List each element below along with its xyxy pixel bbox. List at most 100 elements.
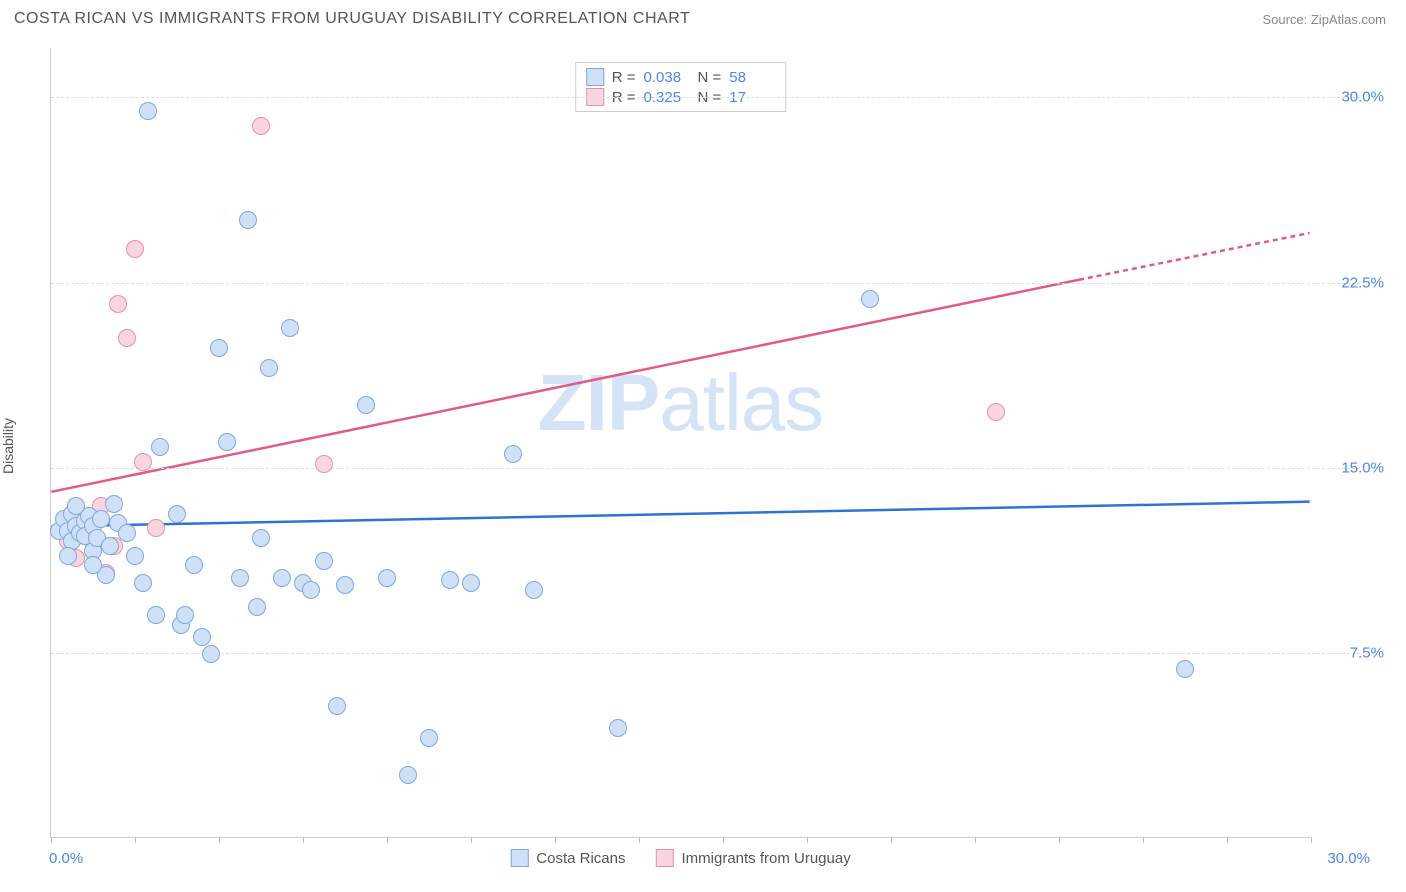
legend-swatch — [586, 88, 604, 106]
r-value: 0.325 — [644, 89, 690, 106]
scatter-point — [97, 566, 115, 584]
scatter-point — [609, 719, 627, 737]
scatter-point — [55, 519, 73, 537]
scatter-point — [172, 616, 190, 634]
x-tick — [303, 837, 304, 843]
scatter-point — [239, 211, 257, 229]
gridline — [51, 283, 1360, 284]
gridline — [51, 653, 1360, 654]
scatter-point — [168, 505, 186, 523]
scatter-point — [92, 497, 110, 515]
scatter-point — [84, 517, 102, 535]
y-axis-label: Disability — [0, 418, 16, 474]
legend-label: Costa Ricans — [536, 850, 625, 867]
scatter-point — [302, 581, 320, 599]
scatter-point — [357, 396, 375, 414]
scatter-point — [525, 581, 543, 599]
x-tick — [723, 837, 724, 843]
scatter-point — [80, 507, 98, 525]
legend-item: Costa Ricans — [510, 849, 625, 867]
scatter-point — [101, 537, 119, 555]
stats-row: R =0.325N =17 — [586, 87, 776, 107]
scatter-point — [378, 569, 396, 587]
x-tick-label-min: 0.0% — [49, 850, 83, 867]
n-label: N = — [698, 69, 722, 86]
scatter-point — [63, 505, 81, 523]
plot-area: ZIPatlas R =0.038N =58R =0.325N =17 0.0%… — [50, 48, 1310, 838]
watermark: ZIPatlas — [538, 357, 823, 449]
y-tick-label: 7.5% — [1324, 644, 1384, 661]
scatter-point — [76, 524, 94, 542]
legend-swatch — [586, 68, 604, 86]
watermark-bold: ZIP — [538, 358, 659, 447]
scatter-point — [336, 576, 354, 594]
scatter-point — [139, 102, 157, 120]
scatter-point — [84, 542, 102, 560]
x-tick — [975, 837, 976, 843]
x-tick — [135, 837, 136, 843]
r-value: 0.038 — [644, 69, 690, 86]
y-tick-label: 30.0% — [1324, 89, 1384, 106]
scatter-point — [67, 517, 85, 535]
stats-row: R = 0.038 N = 58 — [586, 67, 776, 87]
trend-lines-svg — [51, 48, 1310, 837]
scatter-point — [202, 645, 220, 663]
scatter-point — [67, 549, 85, 567]
scatter-point — [273, 569, 291, 587]
x-tick — [807, 837, 808, 843]
scatter-point — [92, 510, 110, 528]
scatter-point — [109, 295, 127, 313]
scatter-point — [84, 556, 102, 574]
scatter-point — [59, 547, 77, 565]
scatter-point — [441, 571, 459, 589]
source-label: Source: ZipAtlas.com — [1262, 12, 1386, 27]
r-label: R = — [612, 69, 636, 86]
n-value: 58 — [729, 69, 775, 86]
scatter-point — [462, 574, 480, 592]
scatter-point — [315, 552, 333, 570]
scatter-point — [231, 569, 249, 587]
scatter-point — [176, 606, 194, 624]
scatter-point — [76, 527, 94, 545]
scatter-point — [88, 529, 106, 547]
scatter-point — [294, 574, 312, 592]
header-bar: COSTA RICAN VS IMMIGRANTS FROM URUGUAY D… — [0, 0, 1406, 30]
scatter-point — [1176, 660, 1194, 678]
scatter-point — [50, 522, 68, 540]
scatter-point — [97, 564, 115, 582]
scatter-point — [147, 519, 165, 537]
scatter-point — [55, 510, 73, 528]
scatter-point — [861, 290, 879, 308]
chart-title: COSTA RICAN VS IMMIGRANTS FROM URUGUAY D… — [14, 10, 690, 28]
scatter-point — [84, 532, 102, 550]
scatter-point — [315, 455, 333, 473]
scatter-point — [328, 697, 346, 715]
scatter-point — [420, 729, 438, 747]
scatter-point — [399, 766, 417, 784]
scatter-point — [151, 438, 169, 456]
y-tick-label: 22.5% — [1324, 274, 1384, 291]
scatter-point — [118, 329, 136, 347]
legend-swatch — [655, 849, 673, 867]
scatter-point — [109, 514, 127, 532]
x-tick — [387, 837, 388, 843]
gridline — [51, 468, 1360, 469]
x-tick — [891, 837, 892, 843]
trend-line — [51, 280, 1079, 492]
scatter-point — [63, 532, 81, 550]
x-tick — [639, 837, 640, 843]
scatter-point — [76, 512, 94, 530]
scatter-point — [126, 240, 144, 258]
x-tick — [471, 837, 472, 843]
stats-legend-box: R = 0.038 N = 58R =0.325N =17 — [575, 62, 787, 112]
scatter-point — [59, 532, 77, 550]
scatter-point — [147, 606, 165, 624]
scatter-point — [59, 522, 77, 540]
scatter-point — [105, 495, 123, 513]
x-tick — [555, 837, 556, 843]
scatter-point — [252, 117, 270, 135]
scatter-point — [67, 497, 85, 515]
x-tick — [1143, 837, 1144, 843]
scatter-point — [260, 359, 278, 377]
footer-legend: Costa RicansImmigrants from Uruguay — [510, 849, 850, 867]
